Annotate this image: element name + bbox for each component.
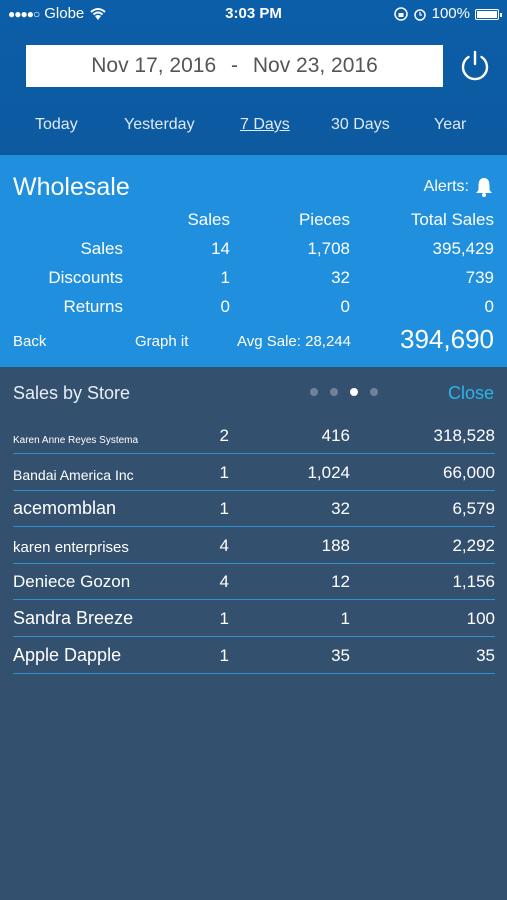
header: ●●●●○ Globe 3:03 PM 100% Nov 17, 2016 - (0, 0, 507, 155)
carrier-name: Globe (44, 5, 85, 22)
page-dot[interactable] (330, 388, 338, 396)
tab-today[interactable]: Today (35, 116, 78, 133)
page-dot[interactable] (370, 388, 378, 396)
alarm-icon (413, 9, 426, 21)
page-dot-active[interactable] (350, 388, 358, 396)
discounts-pieces: 32 (331, 268, 350, 287)
tab-7-days[interactable]: 7 Days (240, 116, 290, 133)
back-button[interactable]: Back (13, 333, 47, 350)
returns-pieces: 0 (340, 297, 350, 316)
battery-percent: 100% (431, 5, 470, 22)
date-separator: - (231, 54, 238, 77)
net-total: 394,690 (400, 324, 494, 354)
row-label-sales: Sales (80, 239, 123, 258)
graph-it-button[interactable]: Graph it (135, 333, 189, 350)
wholesale-summary: Wholesale Alerts: Sales Pieces Total Sal… (0, 155, 507, 367)
alerts-label: Alerts: (423, 178, 469, 195)
column-sales: Sales (187, 210, 230, 229)
power-icon[interactable] (458, 49, 492, 83)
store-pieces: 35 (331, 645, 350, 665)
store-pieces: 1 (340, 609, 350, 628)
row-label-discounts: Discounts (48, 268, 123, 287)
signal-dots-icon: ●●●●○ (8, 7, 40, 21)
sales-total: 395,429 (432, 239, 494, 258)
store-pieces: 32 (331, 499, 350, 519)
discounts-count: 1 (220, 268, 230, 287)
store-name: Apple Dapple (13, 644, 122, 665)
store-row[interactable]: Bandai America Inc 1 1,024 66,000 (13, 454, 495, 491)
lock-rotation-icon (393, 7, 408, 21)
store-pieces: 12 (331, 572, 350, 592)
store-sales: 1 (219, 645, 229, 665)
store-total: 35 (476, 645, 495, 665)
status-bar: ●●●●○ Globe 3:03 PM 100% (0, 0, 507, 28)
wifi-icon (90, 8, 106, 20)
tab-30-days[interactable]: 30 Days (331, 116, 390, 133)
store-pieces: 1,024 (307, 462, 350, 482)
store-name: Deniece Gozon (13, 572, 131, 592)
avg-sale: Avg Sale: 28,244 (237, 333, 351, 350)
alerts-button[interactable]: Alerts: (424, 177, 493, 197)
page-indicator[interactable] (310, 388, 378, 396)
store-total: 318,528 (433, 426, 495, 445)
returns-count: 0 (220, 297, 230, 316)
summary-title: Wholesale (13, 173, 130, 201)
store-total: 66,000 (443, 462, 495, 482)
bell-icon (476, 178, 492, 197)
returns-total: 0 (484, 297, 494, 316)
sales-pieces: 1,708 (307, 239, 350, 258)
store-row[interactable]: Karen Anne Reyes Systema 2 416 318,528 (13, 417, 495, 454)
store-name: Bandai America Inc (13, 466, 134, 483)
close-button[interactable]: Close (447, 383, 494, 403)
store-row[interactable]: Sandra Breeze 1 1 100 (13, 600, 495, 637)
store-name: karen enterprises (13, 538, 129, 556)
column-pieces: Pieces (298, 210, 350, 229)
date-range-tabs: Today Yesterday 7 Days 30 Days Year (0, 116, 507, 140)
tab-year[interactable]: Year (434, 116, 467, 133)
store-sales: 4 (219, 572, 229, 592)
store-sales: 1 (219, 499, 229, 519)
store-sales: 2 (219, 426, 229, 445)
store-row[interactable]: Apple Dapple 1 35 35 (13, 637, 495, 674)
store-name: Karen Anne Reyes Systema (13, 435, 139, 446)
store-total: 100 (466, 609, 495, 628)
tab-yesterday[interactable]: Yesterday (124, 116, 195, 133)
store-pieces: 416 (321, 426, 350, 445)
store-total: 6,579 (452, 499, 495, 519)
start-date: Nov 17, 2016 (91, 54, 217, 77)
page-dot[interactable] (310, 388, 318, 396)
battery-icon (475, 8, 502, 20)
discounts-total: 739 (465, 268, 494, 287)
store-total: 1,156 (452, 572, 495, 592)
store-total: 2,292 (452, 535, 495, 555)
store-row[interactable]: karen enterprises 4 188 2,292 (13, 527, 495, 564)
store-name: acemomblan (13, 498, 117, 519)
store-row[interactable]: Deniece Gozon 4 12 1,156 (13, 563, 495, 601)
store-row[interactable]: acemomblan 1 32 6,579 (13, 490, 495, 528)
status-time: 3:03 PM (225, 5, 282, 22)
store-name: Sandra Breeze (13, 608, 134, 628)
store-pieces: 188 (321, 535, 350, 555)
store-sales: 1 (219, 609, 229, 628)
store-sales: 1 (219, 462, 229, 482)
column-total-sales: Total Sales (410, 210, 494, 229)
row-label-returns: Returns (63, 297, 123, 316)
store-sales: 4 (219, 535, 229, 555)
sales-by-store-title: Sales by Store (13, 383, 131, 403)
end-date: Nov 23, 2016 (252, 54, 378, 77)
sales-count: 14 (211, 239, 230, 258)
date-range-picker[interactable]: Nov 17, 2016 - Nov 23, 2016 (26, 45, 443, 87)
